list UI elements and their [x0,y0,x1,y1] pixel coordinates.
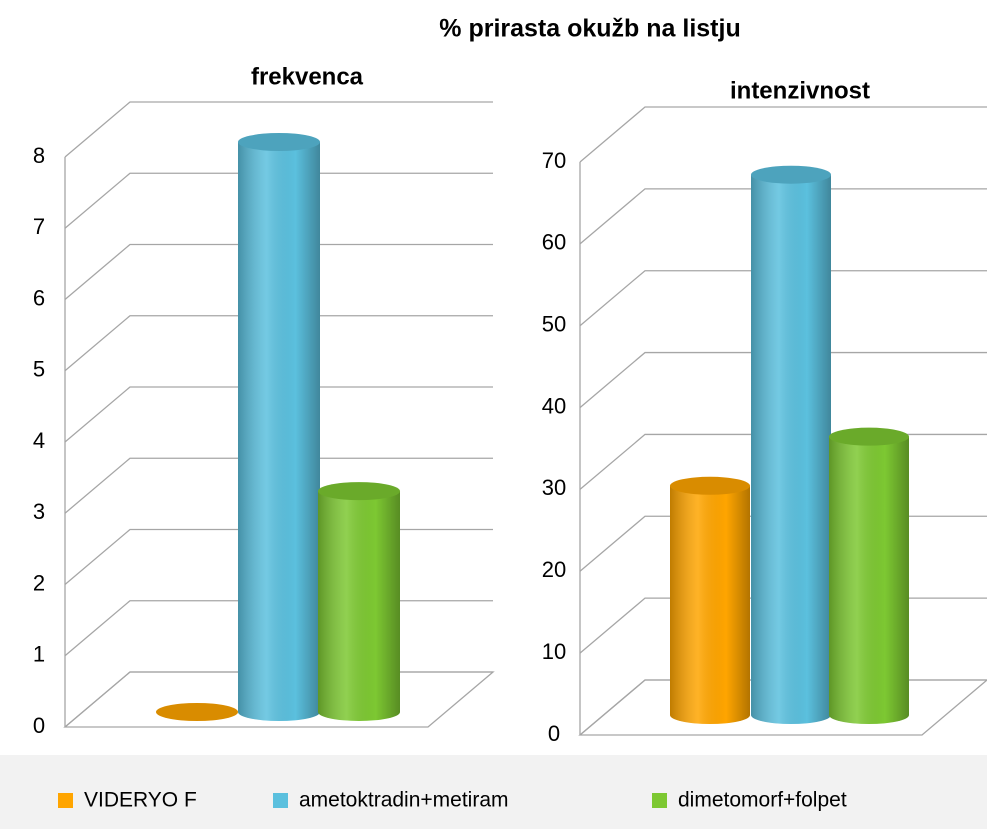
bar-shade [751,174,831,724]
legend-bg [0,755,987,829]
y-tick-label: 5 [33,357,45,382]
chart-title: intenzivnost [730,77,870,104]
legend: VIDERYO F ametoktradin+metiram dimetomorf+… [58,789,847,812]
bar [829,427,909,724]
chart: intenzivnost 0 10 20 30 40 50 60 70 [542,77,987,746]
bar-top [156,703,238,721]
y-tick-label: 50 [542,312,566,337]
bar [751,165,831,724]
grid-line [64,386,493,443]
grid-line [579,351,987,409]
grid-line [64,172,493,229]
chart-title: frekvenca [251,63,364,90]
legend-swatch [273,793,288,808]
legend-swatch [652,793,667,808]
grid-line [64,101,493,158]
y-tick-label: 40 [542,393,566,418]
legend-label: dimetomorf+folpet [678,789,847,812]
bar-shade [318,491,400,721]
legend-swatch [58,793,73,808]
grid-line [579,270,987,327]
chart: frekvenca 0 1 2 3 4 5 6 7 8 [33,63,495,738]
bar-shade [238,142,320,721]
y-tick-label: 8 [33,143,45,168]
bar-top [238,133,320,151]
bar-shade [829,436,909,724]
bar-top-shade [829,427,909,446]
y-tick-label: 3 [33,499,45,524]
grid-line [64,457,493,514]
bar-top [829,427,909,446]
bar-top [670,476,750,495]
bar [156,703,238,721]
bar-top [318,482,400,501]
bar-top-shade [318,482,400,501]
bar-top [751,165,831,184]
y-tick-label: 10 [542,639,566,664]
y-tick-label: 6 [33,285,45,310]
y-tick-label: 70 [542,148,566,173]
y-tick-label: 20 [542,557,566,582]
bar-top-shade [156,703,238,721]
y-tick-label: 30 [542,475,566,500]
y-tick-label: 2 [33,570,45,595]
bar-shade [670,485,750,724]
grid-line [579,188,987,245]
y-tick-label: 0 [548,721,560,746]
legend-label: ametoktradin+metiram [299,789,509,812]
bar [318,482,400,721]
bar [670,476,750,724]
plots: frekvenca 0 1 2 3 4 5 6 7 8 intenzivnost 0 10 20 30 40 5… [33,63,987,746]
y-tick-label: 0 [33,713,45,738]
grid-line [64,243,493,300]
y-tick-label: 7 [33,214,45,239]
bar [238,133,320,721]
y-tick-label: 60 [542,230,566,255]
bar-top-shade [238,133,320,151]
legend-label: VIDERYO F [84,789,197,812]
main-title: % prirasta okužb na listju [439,15,740,43]
grid-line [64,315,493,372]
y-tick-label: 1 [33,642,45,667]
grid-line [579,106,987,163]
bar-top-shade [751,165,831,184]
bar-top-shade [670,476,750,495]
y-tick-label: 4 [33,428,45,453]
